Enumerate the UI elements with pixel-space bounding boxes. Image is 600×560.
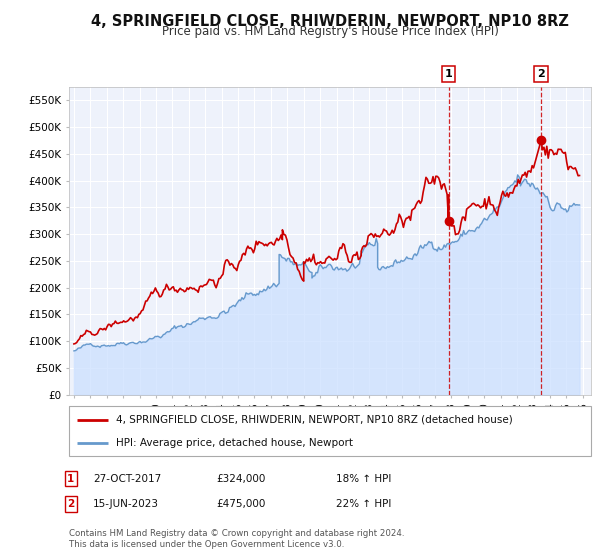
- Text: £324,000: £324,000: [216, 474, 265, 484]
- Text: 27-OCT-2017: 27-OCT-2017: [93, 474, 161, 484]
- Text: 4, SPRINGFIELD CLOSE, RHIWDERIN, NEWPORT, NP10 8RZ (detached house): 4, SPRINGFIELD CLOSE, RHIWDERIN, NEWPORT…: [116, 414, 513, 424]
- FancyBboxPatch shape: [69, 406, 591, 456]
- Text: This data is licensed under the Open Government Licence v3.0.: This data is licensed under the Open Gov…: [69, 540, 344, 549]
- Text: Price paid vs. HM Land Registry's House Price Index (HPI): Price paid vs. HM Land Registry's House …: [161, 25, 499, 38]
- Text: 2: 2: [537, 69, 545, 79]
- Text: £475,000: £475,000: [216, 499, 265, 509]
- Text: 4, SPRINGFIELD CLOSE, RHIWDERIN, NEWPORT, NP10 8RZ: 4, SPRINGFIELD CLOSE, RHIWDERIN, NEWPORT…: [91, 14, 569, 29]
- Text: 15-JUN-2023: 15-JUN-2023: [93, 499, 159, 509]
- Text: 2: 2: [67, 499, 74, 509]
- Text: HPI: Average price, detached house, Newport: HPI: Average price, detached house, Newp…: [116, 438, 353, 448]
- Text: 18% ↑ HPI: 18% ↑ HPI: [336, 474, 391, 484]
- Text: 1: 1: [67, 474, 74, 484]
- Text: 22% ↑ HPI: 22% ↑ HPI: [336, 499, 391, 509]
- Text: 1: 1: [445, 69, 452, 79]
- Text: Contains HM Land Registry data © Crown copyright and database right 2024.: Contains HM Land Registry data © Crown c…: [69, 529, 404, 538]
